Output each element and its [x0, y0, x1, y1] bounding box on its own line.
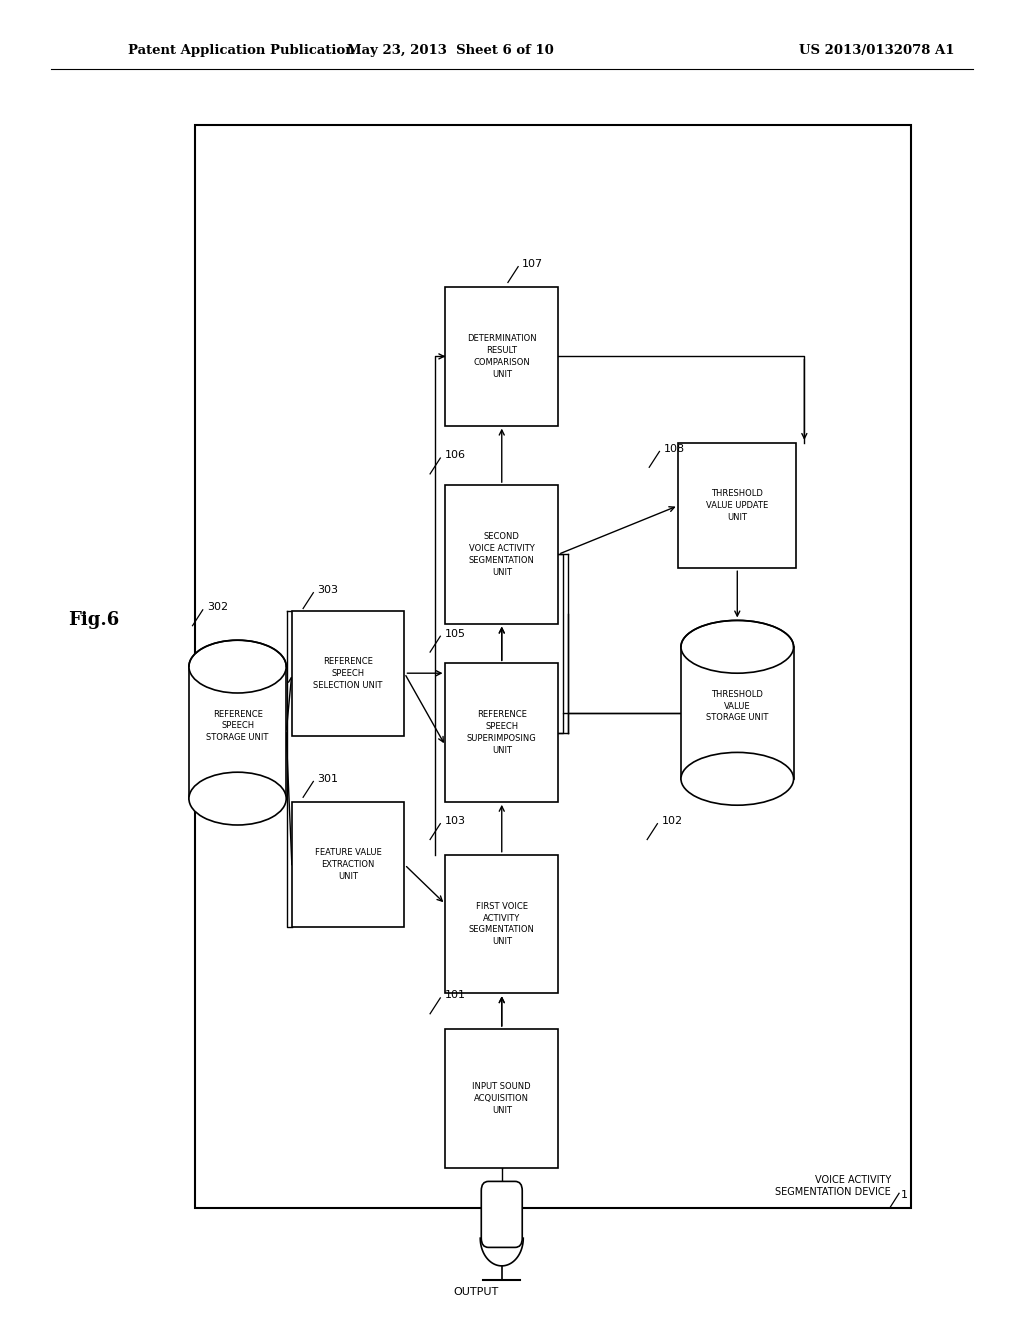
- Bar: [292, 610, 404, 737]
- Text: FEATURE VALUE
EXTRACTION
UNIT: FEATURE VALUE EXTRACTION UNIT: [314, 849, 382, 880]
- Ellipse shape: [188, 772, 287, 825]
- Text: REFERENCE
SPEECH
STORAGE UNIT: REFERENCE SPEECH STORAGE UNIT: [207, 710, 268, 742]
- Text: 303: 303: [317, 585, 339, 595]
- Text: 102: 102: [662, 816, 683, 826]
- Text: REFERENCE
SPEECH
SUPERIMPOSING
UNIT: REFERENCE SPEECH SUPERIMPOSING UNIT: [467, 710, 537, 755]
- Text: THRESHOLD
VALUE
STORAGE UNIT: THRESHOLD VALUE STORAGE UNIT: [707, 690, 768, 722]
- Text: FIRST VOICE
ACTIVITY
SEGMENTATION
UNIT: FIRST VOICE ACTIVITY SEGMENTATION UNIT: [469, 902, 535, 946]
- FancyBboxPatch shape: [481, 1181, 522, 1247]
- Text: INPUT SOUND
ACQUISITION
UNIT: INPUT SOUND ACQUISITION UNIT: [472, 1082, 531, 1114]
- Bar: [445, 855, 558, 993]
- Ellipse shape: [681, 620, 794, 673]
- Text: OUTPUT: OUTPUT: [454, 1287, 499, 1298]
- Bar: [678, 444, 797, 568]
- Bar: [445, 486, 558, 624]
- Bar: [188, 667, 286, 799]
- Bar: [195, 125, 911, 1208]
- Bar: [681, 647, 794, 779]
- Bar: [445, 1030, 558, 1167]
- Text: May 23, 2013  Sheet 6 of 10: May 23, 2013 Sheet 6 of 10: [347, 44, 554, 57]
- Text: 106: 106: [444, 450, 466, 461]
- Text: Patent Application Publication: Patent Application Publication: [128, 44, 354, 57]
- Text: 105: 105: [444, 628, 466, 639]
- Text: REFERENCE
SPEECH
SELECTION UNIT: REFERENCE SPEECH SELECTION UNIT: [313, 657, 383, 689]
- Bar: [445, 663, 558, 801]
- Text: THRESHOLD
VALUE UPDATE
UNIT: THRESHOLD VALUE UPDATE UNIT: [707, 490, 768, 521]
- Text: 108: 108: [664, 444, 685, 454]
- Ellipse shape: [188, 640, 287, 693]
- Text: 1: 1: [901, 1189, 908, 1200]
- Text: Fig.6: Fig.6: [69, 611, 120, 630]
- Text: US 2013/0132078 A1: US 2013/0132078 A1: [799, 44, 954, 57]
- Text: SECOND
VOICE ACTIVITY
SEGMENTATION
UNIT: SECOND VOICE ACTIVITY SEGMENTATION UNIT: [469, 532, 535, 577]
- Text: 301: 301: [317, 774, 339, 784]
- Ellipse shape: [681, 752, 794, 805]
- Text: 107: 107: [522, 259, 544, 269]
- Text: 302: 302: [207, 602, 228, 612]
- Text: 101: 101: [444, 990, 466, 1001]
- Text: VOICE ACTIVITY
SEGMENTATION DEVICE: VOICE ACTIVITY SEGMENTATION DEVICE: [775, 1175, 891, 1197]
- Text: 103: 103: [444, 816, 466, 826]
- Text: DETERMINATION
RESULT
COMPARISON
UNIT: DETERMINATION RESULT COMPARISON UNIT: [467, 334, 537, 379]
- Bar: [292, 803, 404, 927]
- Bar: [445, 288, 558, 425]
